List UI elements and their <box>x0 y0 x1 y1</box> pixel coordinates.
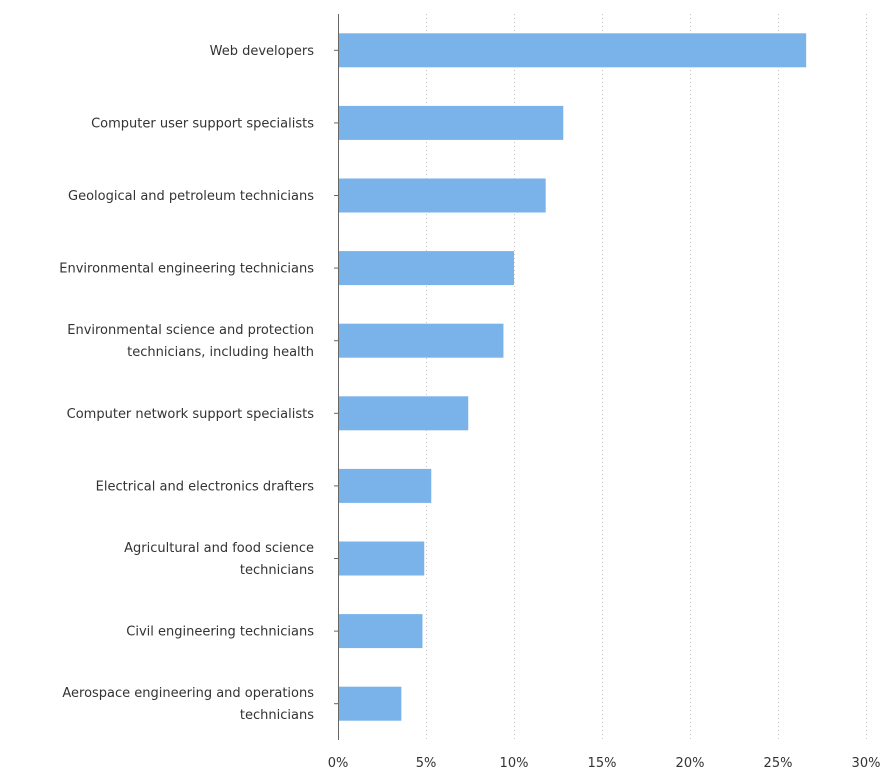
category-label: Computer user support specialists <box>91 116 314 131</box>
bar <box>339 541 425 576</box>
x-tick-labels: 0% 5% 10% 15% 20% 25% 30% <box>328 756 881 771</box>
x-tick-label: 25% <box>764 756 793 771</box>
category-label-line: technicians, including health <box>127 345 314 360</box>
category-label: Computer network support specialists <box>67 407 315 422</box>
axes <box>334 14 339 740</box>
x-tick-label: 0% <box>328 756 349 771</box>
category-label-line: Aerospace engineering and operations <box>62 686 314 701</box>
bar <box>339 251 514 286</box>
bar <box>339 614 423 649</box>
category-label: Electrical and electronics drafters <box>96 479 315 494</box>
bar <box>339 468 432 503</box>
category-label-line: Environmental engineering technicians <box>59 262 314 277</box>
category-label: Agricultural and food science technicians <box>124 541 314 578</box>
category-label-line: Civil engineering technicians <box>126 625 314 640</box>
x-tick-label: 20% <box>676 756 705 771</box>
bar <box>339 178 546 213</box>
x-tick-label: 15% <box>588 756 617 771</box>
category-label: Geological and petroleum technicians <box>68 189 314 204</box>
bar <box>339 105 564 140</box>
bars <box>339 33 807 721</box>
bar <box>339 323 504 358</box>
category-label: Web developers <box>210 44 315 59</box>
x-tick-label: 10% <box>500 756 529 771</box>
category-label-line: Computer network support specialists <box>67 407 315 422</box>
x-tick-label: 5% <box>416 756 437 771</box>
category-label-line: technicians <box>240 708 314 723</box>
category-label-line: Environmental science and protection <box>67 323 314 338</box>
category-label-line: Electrical and electronics drafters <box>96 479 315 494</box>
bar <box>339 33 807 68</box>
category-label: Environmental engineering technicians <box>59 262 314 277</box>
category-label: Aerospace engineering and operations tech… <box>62 686 314 723</box>
x-tick-label: 30% <box>852 756 881 771</box>
bar <box>339 396 469 431</box>
bar <box>339 686 402 721</box>
category-label-line: Agricultural and food science <box>124 541 314 556</box>
category-label-line: Web developers <box>210 44 315 59</box>
category-label-line: Geological and petroleum technicians <box>68 189 314 204</box>
category-label: Civil engineering technicians <box>126 625 314 640</box>
category-label: Environmental science and protection tech… <box>67 323 314 360</box>
category-labels: Web developers Computer user support spec… <box>59 44 314 723</box>
category-label-line: technicians <box>240 563 314 578</box>
category-label-line: Computer user support specialists <box>91 116 314 131</box>
